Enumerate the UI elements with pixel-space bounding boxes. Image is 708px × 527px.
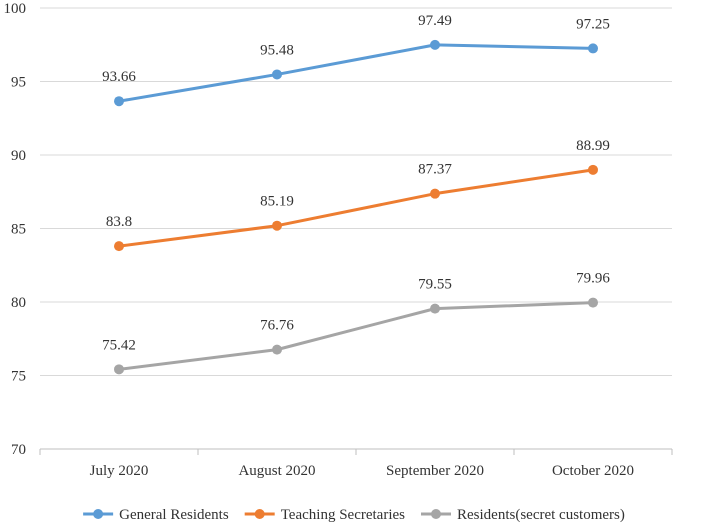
- data-point: [272, 344, 282, 355]
- y-tick-label: 100: [4, 1, 27, 17]
- data-point: [114, 96, 124, 107]
- legend-marker: [431, 509, 441, 519]
- series-line: [118, 43, 594, 103]
- data-label: 88.99: [576, 138, 610, 154]
- series-line: [118, 168, 594, 248]
- data-point: [430, 39, 440, 50]
- data-label: 85.19: [260, 194, 294, 210]
- legend-label: Teaching Secretaries: [281, 507, 405, 523]
- legend-marker: [254, 509, 265, 519]
- data-point: [114, 364, 124, 375]
- legend-item: Teaching Secretaries: [244, 507, 405, 523]
- data-point: [430, 188, 440, 199]
- series-2: 83.8 85.19 87.37 88.99: [106, 138, 610, 252]
- y-tick-label: 95: [11, 75, 26, 91]
- x-tick-label: August 2020: [238, 463, 315, 479]
- y-tick-label: 75: [11, 369, 26, 385]
- legend: General Residents Teaching Secretaries Res…: [83, 507, 625, 523]
- series-group: 93.66 95.48 97.49 97.25 83.8 85.19 87.37 88.99 7…: [102, 13, 610, 375]
- legend-item: Residents(secret customers): [421, 507, 625, 523]
- x-tick-label: October 2020: [552, 463, 634, 479]
- y-tick-label: 85: [11, 222, 26, 238]
- data-label: 79.55: [418, 277, 452, 293]
- data-label: 87.37: [418, 162, 452, 178]
- data-point: [272, 69, 282, 80]
- data-label: 79.96: [576, 271, 610, 287]
- series-3: 75.42 76.76 79.55 79.96: [102, 271, 610, 375]
- y-tick-label: 80: [11, 295, 26, 311]
- x-tick-label: July 2020: [90, 463, 149, 479]
- data-point: [588, 43, 598, 54]
- legend-label: Residents(secret customers): [457, 507, 625, 523]
- gridlines: [40, 7, 672, 450]
- legend-item: General Residents: [83, 507, 229, 523]
- data-label: 97.49: [418, 13, 452, 29]
- data-point: [430, 303, 440, 314]
- data-label: 76.76: [260, 318, 294, 334]
- data-point: [114, 241, 124, 252]
- data-label: 97.25: [576, 16, 610, 32]
- x-axis: July 2020 August 2020 September 2020 Octobe…: [39, 449, 673, 479]
- data-label: 75.42: [102, 337, 136, 353]
- data-label: 83.8: [106, 214, 132, 230]
- series-1: 93.66 95.48 97.49 97.25: [102, 13, 610, 107]
- data-label: 93.66: [102, 69, 136, 85]
- data-point: [272, 220, 282, 231]
- y-axis: 70 75 80 85 90 95 100: [4, 1, 27, 458]
- x-tick-label: September 2020: [386, 463, 484, 479]
- data-point: [588, 164, 598, 175]
- legend-label: General Residents: [119, 507, 229, 523]
- data-point: [588, 297, 598, 308]
- legend-marker: [93, 509, 104, 519]
- y-tick-label: 70: [11, 442, 26, 458]
- y-tick-label: 90: [11, 148, 26, 164]
- data-label: 95.48: [260, 42, 294, 58]
- series-line: [118, 301, 594, 371]
